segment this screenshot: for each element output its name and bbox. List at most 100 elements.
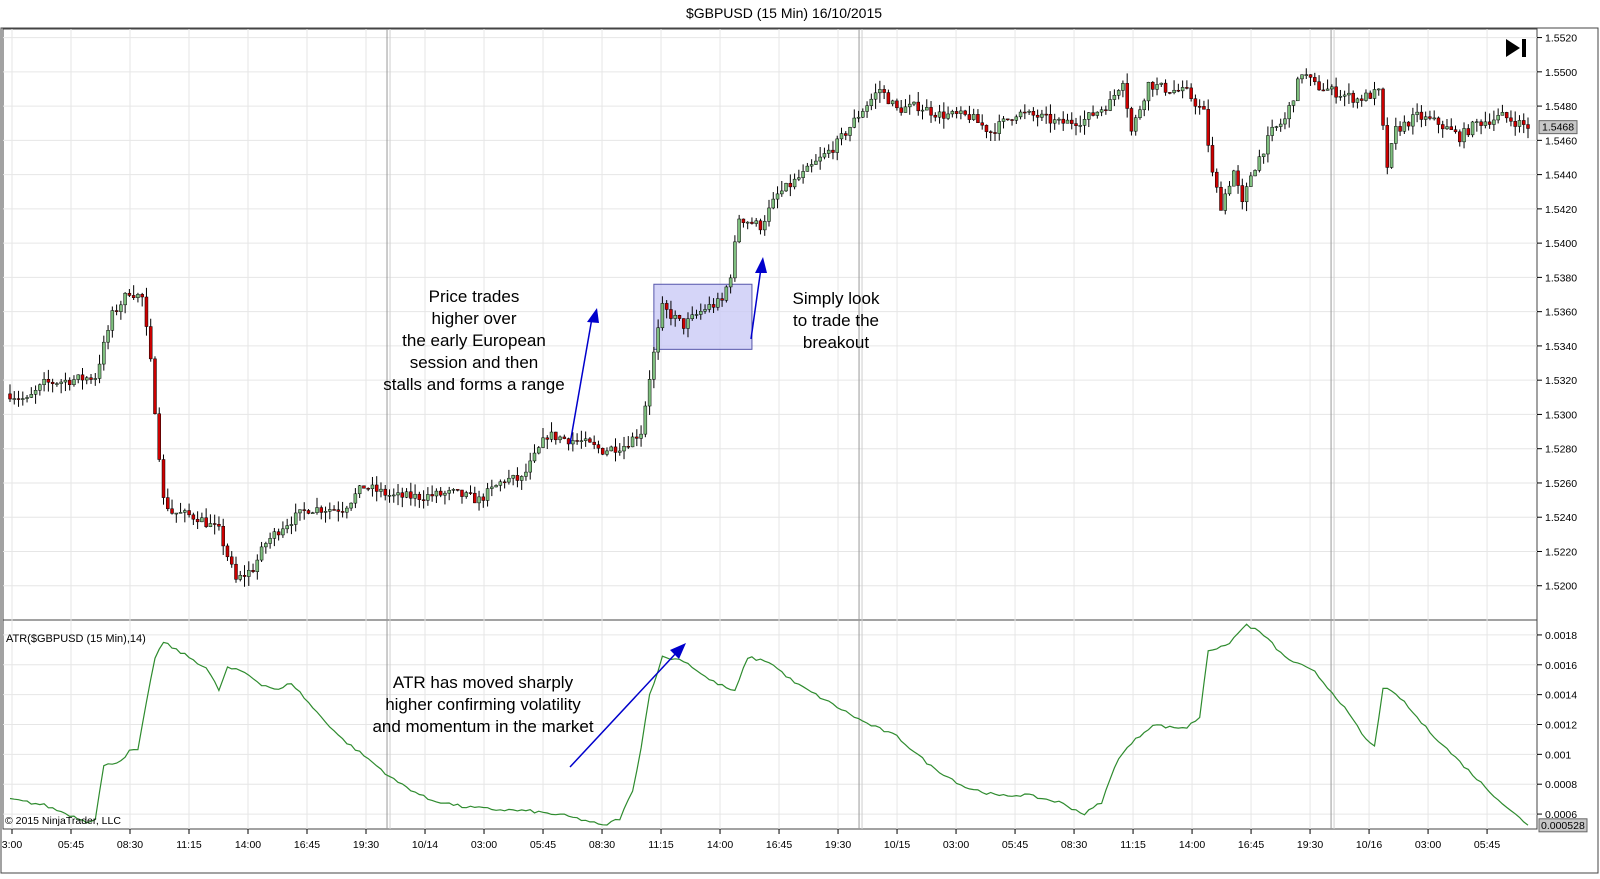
candle-body (80, 374, 85, 381)
candle-body (383, 488, 387, 496)
candle-body (1274, 126, 1279, 128)
candle-body (1010, 119, 1014, 121)
candle-body (562, 436, 567, 439)
candle-body (929, 107, 933, 116)
candle-body (1359, 98, 1364, 101)
annotation-line: higher confirming volatility (385, 695, 581, 714)
candle-body (396, 492, 400, 496)
candle-body (1172, 89, 1176, 93)
annotation-line: and momentum in the market (372, 717, 593, 736)
candle-body (1091, 112, 1095, 116)
candle-body (579, 440, 584, 442)
candle-body (639, 433, 643, 439)
candle-body (434, 490, 439, 497)
price-tick-label: 1.5280 (1545, 444, 1577, 456)
candle-body (1304, 74, 1309, 76)
candle-body (379, 488, 383, 492)
candle-body (1232, 170, 1236, 187)
candle-body (1249, 175, 1253, 187)
candle-body (1065, 119, 1070, 124)
candle-body (758, 220, 763, 231)
candle-body (161, 459, 166, 498)
candle-body (997, 121, 1001, 134)
candle-body (1521, 120, 1526, 125)
time-tick-label: 14:00 (235, 839, 261, 851)
candle-body (50, 381, 55, 385)
candle-body (558, 436, 562, 441)
skip-to-end-icon[interactable] (1502, 35, 1532, 61)
time-tick-label: 03:00 (1415, 839, 1441, 851)
candle-body (681, 318, 686, 329)
candle-body (259, 546, 264, 561)
candle-body (93, 378, 98, 380)
candle-body (1197, 106, 1202, 108)
price-tick-label: 1.5240 (1545, 512, 1577, 524)
time-tick-label: 10/16 (1356, 839, 1382, 851)
candle-body (1210, 145, 1215, 173)
candle-body (191, 514, 196, 520)
candle-body (1415, 111, 1419, 115)
candle-body (537, 447, 541, 454)
candle-body (1411, 114, 1415, 127)
candle-body (208, 523, 213, 527)
candle-body (784, 182, 788, 192)
candle-body (1138, 109, 1142, 118)
candle-body (724, 286, 729, 301)
candle-body (805, 165, 810, 172)
candle-body (754, 220, 758, 224)
price-axis: 1.5520 1.5500 1.5480 1.5460 1.5440 1.5420 1.54… (1537, 33, 1577, 593)
candle-body (110, 310, 115, 331)
candle-body (1351, 92, 1355, 103)
annotation-line: breakout (803, 333, 869, 352)
candle-body (1475, 121, 1479, 124)
candle-body (123, 292, 127, 306)
candle-body (797, 177, 801, 180)
candle-body (1261, 153, 1266, 157)
candle-body (1372, 89, 1377, 99)
candle-body (822, 153, 827, 158)
candle-body (1168, 92, 1172, 94)
candle-body (417, 493, 422, 500)
candle-body (532, 452, 537, 462)
candle-body (1108, 99, 1112, 111)
candle-body (293, 512, 298, 525)
candle-body (443, 492, 447, 496)
candle-body (950, 111, 955, 115)
candle-body (404, 491, 409, 498)
candle-body (707, 304, 712, 310)
candle-body (332, 509, 336, 511)
candle-body (1381, 88, 1385, 126)
candle-body (204, 517, 208, 527)
candle-body (528, 460, 532, 473)
candle-body (771, 198, 776, 209)
candle-body (1270, 126, 1274, 136)
candle-body (818, 156, 822, 162)
candle-body (686, 318, 690, 329)
candle-body (455, 489, 460, 491)
candle-body (319, 507, 324, 513)
candle-body (1377, 88, 1381, 91)
candle-body (515, 475, 520, 481)
candle-body (272, 531, 277, 539)
candle-body (357, 485, 362, 495)
candle-body (831, 149, 835, 153)
price-panel[interactable] (2, 28, 1538, 621)
candle-body (626, 446, 631, 448)
time-tick-label: 11:15 (648, 839, 674, 851)
candle-body (1219, 187, 1223, 211)
candle-body (1189, 87, 1193, 99)
price-tick-label: 1.5460 (1545, 135, 1577, 147)
candle-body (485, 488, 490, 501)
candle-body (592, 441, 596, 445)
candle-body (421, 499, 426, 501)
candle-body (97, 363, 102, 379)
candle-body (775, 193, 780, 200)
candle-body (920, 109, 925, 112)
price-tick-label: 1.5320 (1545, 375, 1577, 387)
candle-body (839, 133, 844, 140)
candle-body (1517, 120, 1522, 127)
candle-body (166, 497, 170, 510)
candle-body (502, 481, 507, 484)
price-tick-label: 1.5500 (1545, 67, 1577, 79)
